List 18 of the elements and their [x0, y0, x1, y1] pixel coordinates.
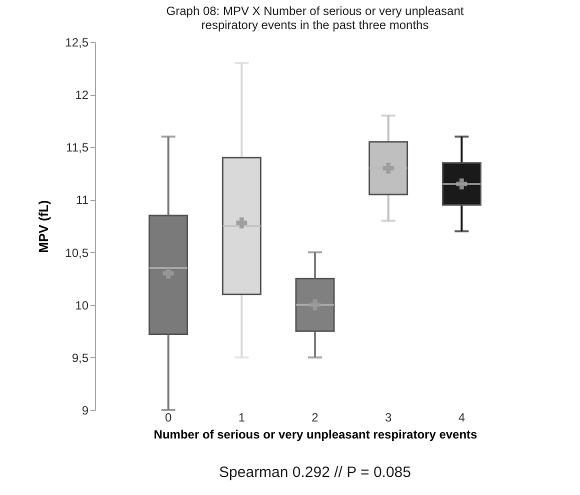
y-tick-label: 10 [75, 298, 89, 312]
x-tick-label: 4 [458, 410, 466, 424]
x-tick-label: 2 [312, 410, 319, 424]
x-tick-label: 1 [238, 410, 246, 424]
x-tick-label: 0 [164, 410, 172, 424]
y-tick-label: 12 [75, 88, 89, 102]
text: respiratory events in the past three months [201, 18, 429, 32]
y-tick-label: 9,5 [72, 350, 89, 365]
y-axis-title: MPV (fL) [36, 200, 52, 253]
x-tick-label: 3 [384, 410, 392, 424]
y-tick-label: 11 [76, 193, 89, 208]
x-axis-title: Number of serious or very unpleasant respiratory events [154, 428, 478, 442]
text: Spearman 0.292 // P = 0.085 [219, 464, 411, 481]
y-tick-label: 9 [82, 404, 89, 418]
y-tick-label: 12,5 [65, 36, 89, 50]
text: Graph 08: MPV X Number of serious or very unpleasant [166, 4, 464, 18]
y-tick-label: 11,5 [66, 140, 89, 155]
y-tick-label: 10,5 [65, 246, 89, 260]
